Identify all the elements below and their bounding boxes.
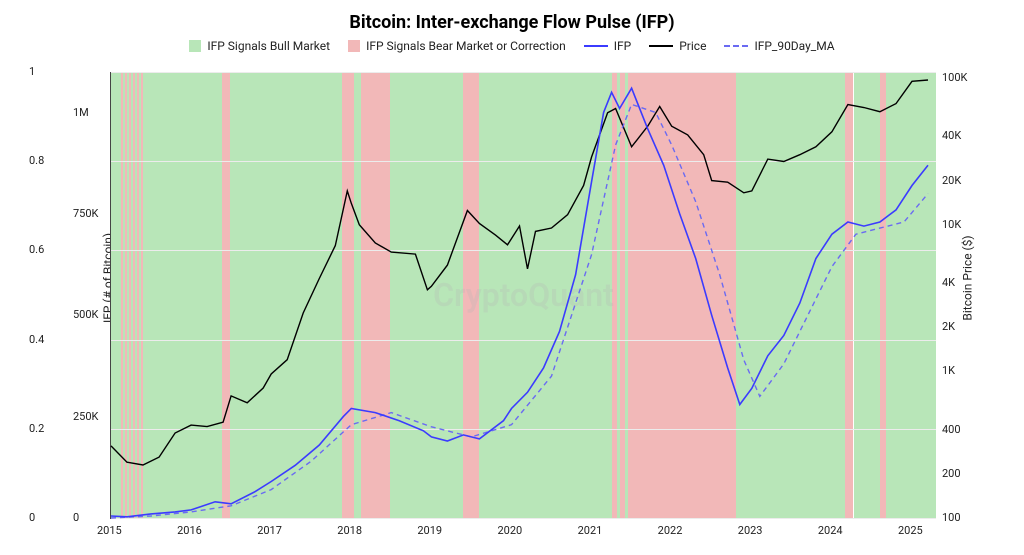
y-tick-price: 100K — [942, 71, 967, 84]
y-tick-signal: 0.8 — [29, 154, 44, 167]
y-tick-price: 400 — [942, 423, 961, 436]
y-tick-ifp: 0 — [73, 511, 79, 524]
legend-item: IFP — [584, 39, 631, 53]
y-tick-price: 20K — [942, 174, 961, 187]
legend-swatch — [649, 45, 673, 47]
y-tick-price: 1K — [942, 364, 955, 377]
x-tick: 2023 — [738, 524, 763, 537]
y-tick-signal: 1 — [29, 65, 35, 78]
x-tick: 2021 — [578, 524, 603, 537]
y-tick-ifp: 1M — [73, 106, 89, 119]
y-tick-price: 10K — [942, 218, 961, 231]
legend-swatch — [348, 40, 360, 52]
x-tick: 2016 — [177, 524, 202, 537]
price-line — [111, 80, 928, 465]
y-tick-signal: 0.2 — [29, 422, 44, 435]
y-tick-price: 4K — [942, 276, 955, 289]
x-tick: 2018 — [337, 524, 362, 537]
y-tick-price: 40K — [942, 129, 961, 142]
x-tick: 2015 — [97, 524, 122, 537]
ifp-ma-line — [111, 104, 928, 518]
legend-label: Price — [679, 39, 706, 53]
gridline — [111, 518, 936, 519]
x-tick: 2019 — [417, 524, 442, 537]
y-tick-price: 100 — [942, 511, 961, 524]
y-tick-ifp: 750K — [73, 207, 98, 220]
legend-swatch — [584, 45, 608, 47]
x-tick: 2022 — [658, 524, 683, 537]
chart-title: Bitcoin: Inter-exchange Flow Pulse (IFP) — [0, 0, 1024, 33]
legend-label: IFP_90Day_MA — [754, 39, 834, 53]
y-tick-signal: 0 — [29, 511, 35, 524]
plot-area: CryptoQuant 00.20.40.60.810250K500K750K1… — [110, 72, 936, 519]
x-tick: 2025 — [898, 524, 923, 537]
legend-item: IFP Signals Bear Market or Correction — [348, 39, 566, 53]
x-tick: 2024 — [818, 524, 843, 537]
legend-item: IFP Signals Bull Market — [189, 39, 330, 53]
legend-swatch — [189, 40, 201, 52]
y-axis-label-price: Bitcoin Price ($) — [960, 235, 974, 320]
legend-label: IFP Signals Bull Market — [207, 39, 330, 53]
legend: IFP Signals Bull Market IFP Signals Bear … — [0, 39, 1024, 53]
legend-item: IFP_90Day_MA — [724, 39, 834, 53]
series-svg — [111, 72, 936, 518]
y-tick-signal: 0.6 — [29, 243, 44, 256]
y-tick-price: 2K — [942, 320, 955, 333]
y-tick-signal: 0.4 — [29, 333, 44, 346]
legend-swatch — [724, 45, 748, 47]
x-tick: 2017 — [257, 524, 282, 537]
y-tick-ifp: 500K — [73, 308, 98, 321]
y-tick-ifp: 250K — [73, 410, 98, 423]
y-tick-price: 200 — [942, 467, 961, 480]
legend-label: IFP Signals Bear Market or Correction — [366, 39, 566, 53]
chart-container: Bitcoin: Inter-exchange Flow Pulse (IFP)… — [0, 0, 1024, 555]
legend-label: IFP — [614, 39, 631, 53]
legend-item: Price — [649, 39, 706, 53]
x-tick: 2020 — [497, 524, 522, 537]
